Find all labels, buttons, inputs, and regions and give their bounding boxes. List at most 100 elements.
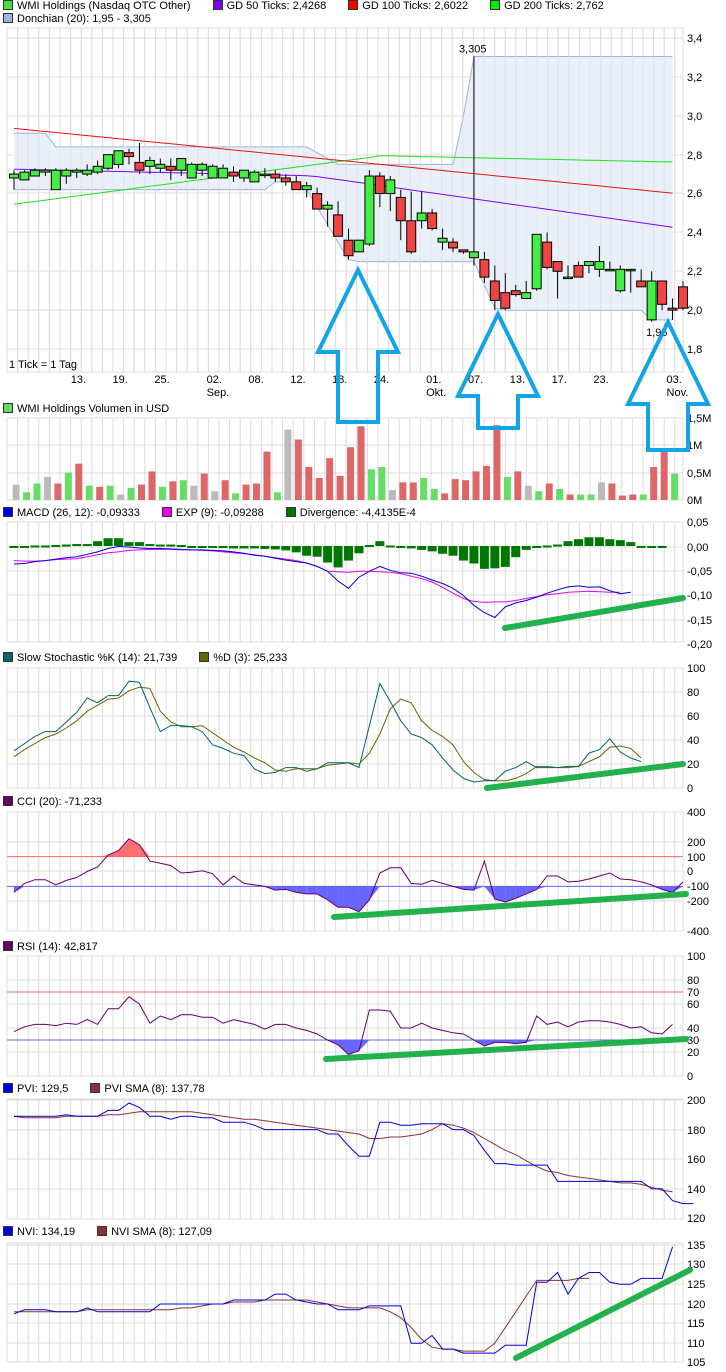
nvi-sma-line (14, 1277, 589, 1352)
candle-down (448, 241, 459, 249)
y-tick-label: -200 (687, 896, 709, 908)
volume-bar (294, 439, 302, 500)
volume-bar (200, 473, 208, 500)
y-tick-label: 3,2 (687, 72, 702, 84)
volume-bar (33, 483, 41, 500)
x-tick-label: 19. (113, 374, 128, 386)
y-tick-label: -100 (687, 881, 709, 893)
volume-bar (420, 478, 428, 500)
divergence-bar (584, 537, 594, 546)
y-tick-label: 200 (687, 1095, 705, 1107)
legend-swatch-divergence (285, 507, 296, 517)
cci-oversold-fill (327, 886, 339, 908)
y-tick-label: 120 (687, 1299, 705, 1311)
cci-oversold-fill (338, 886, 349, 908)
divergence-bar (218, 546, 228, 548)
legend-d: %D (3): 25,233 (213, 652, 288, 664)
y-tick-label: -0,15 (687, 615, 712, 627)
y-tick-label: 0 (687, 783, 693, 795)
cci-oversold-fill (348, 886, 359, 912)
candle-down (123, 152, 134, 158)
candle-up (364, 175, 375, 245)
rsi-legend: RSI (14): 42,817 (3, 941, 120, 954)
y-tick-label: 80 (687, 975, 699, 987)
legend-exp: EXP (9): -0,09288 (175, 507, 264, 519)
stoch-k-line (13, 680, 642, 783)
cci-oversold-fill (515, 886, 527, 899)
legend-gd200: GD 200 Ticks: 2,762 (504, 0, 604, 12)
y-tick-label: 1,5M (687, 413, 711, 425)
divergence-bar (249, 546, 259, 549)
divergence-bar (354, 546, 364, 554)
volume-bar (326, 458, 334, 500)
cci-line (13, 838, 684, 913)
volume-bar (336, 475, 344, 500)
volume-bar (671, 473, 679, 500)
volume-bar (524, 485, 532, 500)
volume-bar (378, 467, 386, 500)
divergence-bar (458, 546, 468, 561)
volume-bar (608, 483, 616, 500)
y-tick-label: 80 (687, 687, 699, 699)
y-tick-label: 200 (687, 837, 705, 849)
divergence-bar (9, 546, 19, 548)
rsi-oversold-fill (494, 1040, 506, 1043)
y-tick-label: 2,0 (687, 305, 702, 317)
cci-oversold-fill (536, 886, 548, 890)
volume-bar (179, 480, 187, 500)
x-tick-label: 01. (426, 374, 441, 386)
divergence-bar (333, 546, 343, 568)
candle-up (353, 239, 364, 253)
rsi-oversold-fill (348, 1040, 359, 1055)
divergence-bar (291, 546, 301, 553)
candle-up (186, 163, 197, 179)
candle-up (40, 169, 51, 173)
candle-up (144, 159, 155, 167)
y-tick-label: 20 (687, 759, 699, 771)
volume-bar (54, 483, 62, 500)
candle-down (542, 241, 553, 268)
divergence-bar (197, 546, 207, 548)
candle-down (510, 290, 521, 296)
volume-bar (482, 465, 490, 500)
divergence-bar (438, 546, 448, 554)
candle-up (113, 150, 124, 165)
divergence-bar (479, 546, 489, 569)
y-tick-label: 140 (687, 1184, 705, 1196)
candle-down (291, 181, 302, 191)
candle-up (82, 169, 93, 175)
y-tick-label: 60 (687, 999, 699, 1011)
legend-swatch-pvi-sma (90, 1083, 101, 1093)
candle-up (604, 268, 615, 272)
y-tick-label: 125 (687, 1279, 705, 1291)
cci-oversold-fill (662, 886, 673, 893)
divergence-bar (615, 540, 625, 546)
y-tick-label: 70 (687, 987, 699, 999)
y-tick-label: 160 (687, 1154, 705, 1166)
y-tick-label: 3,0 (687, 111, 702, 123)
divergence-bar (344, 546, 353, 561)
volume-bar (503, 476, 511, 500)
donchian-band (14, 56, 673, 320)
divergence-bar (93, 541, 103, 546)
divergence-bar (51, 545, 61, 548)
y-tick-label: 135 (687, 1240, 705, 1252)
candle-up (29, 169, 40, 177)
candle-down (165, 165, 176, 171)
volume-bar (190, 485, 198, 500)
candle-up (437, 237, 448, 243)
divergence-bar (72, 544, 82, 547)
arrow-annotation-3 (624, 317, 712, 452)
divergence-bar (176, 545, 186, 548)
candle-down (667, 307, 678, 311)
y-tick-label: -0,05 (687, 566, 712, 578)
divergence-bar (636, 546, 646, 548)
candle-up (92, 165, 103, 173)
volume-bar (587, 494, 595, 500)
volume-bar (629, 494, 637, 500)
divergence-bar (542, 545, 552, 548)
trendline-stochastic (484, 761, 686, 791)
volume-bar (148, 471, 156, 500)
volume-bar (566, 494, 574, 500)
candle-up (563, 276, 574, 280)
